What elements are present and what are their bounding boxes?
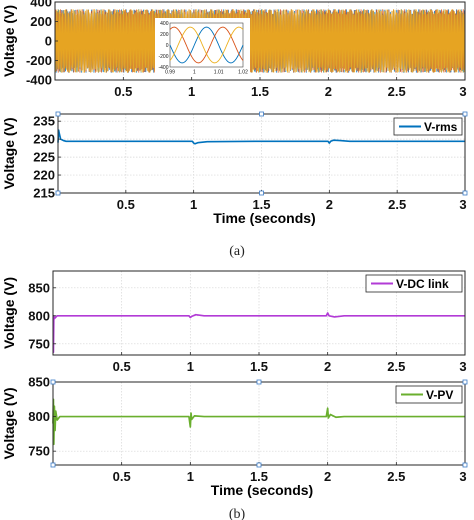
- y-tick-label: 235: [33, 114, 55, 129]
- x-tick-label: 0.5: [117, 197, 135, 212]
- selection-handle: [259, 111, 264, 117]
- inset-phase-line: [169, 26, 244, 64]
- x-tick-label: 0.5: [114, 84, 132, 99]
- x-tick-label: 3: [459, 359, 466, 374]
- selection-handle: [259, 190, 264, 196]
- y-tick-label: 215: [33, 186, 55, 201]
- caption-a: (a): [229, 244, 245, 259]
- pv-voltage-plot: 0.5 1 1.5 2 2.5 3 850 800 750 Voltage (V) Time (se…: [1, 375, 468, 498]
- dc-link-plot: 0.5 1 1.5 2 2.5 3 850 800 750 Voltage (V) V-DC lin…: [1, 270, 467, 374]
- y-tick-label: 850: [28, 375, 50, 390]
- x-tick-label: 3: [459, 84, 466, 99]
- y-tick-label: 400: [30, 0, 52, 10]
- selection-handle: [462, 111, 468, 117]
- inset-phase-line: [169, 26, 244, 64]
- y-tick-label: 230: [33, 132, 55, 147]
- inset-y-tick-label: 400: [160, 21, 169, 27]
- x-tick-label: 1.5: [251, 84, 269, 99]
- x-tick-label: 0.5: [113, 469, 131, 484]
- vrms-line: [57, 129, 465, 145]
- y-tick-label: 220: [33, 168, 55, 183]
- x-tick-label: 2.5: [388, 197, 406, 212]
- x-axis-label: Time (seconds): [213, 210, 315, 226]
- x-tick-label: 2: [325, 84, 332, 99]
- x-tick-label: 2.5: [387, 359, 405, 374]
- phase-voltage-line: [54, 9, 466, 73]
- selection-handle: [256, 379, 262, 385]
- selection-handle: [462, 379, 468, 385]
- x-tick-label: 2: [326, 197, 333, 212]
- selection-handle: [55, 190, 61, 196]
- inset-x-tick-label: 1: [193, 70, 196, 76]
- inset-y-tick-label: -400: [158, 65, 168, 71]
- x-tick-label: 3: [459, 197, 466, 212]
- x-tick-label: 0.5: [113, 359, 131, 374]
- y-tick-label: 800: [28, 308, 50, 323]
- y-tick-label: 750: [28, 444, 50, 459]
- y-tick-label: -400: [26, 73, 52, 88]
- y-tick-label: 850: [28, 280, 50, 295]
- y-axis-label: Voltage (V): [1, 5, 17, 77]
- x-axis-label: Time (seconds): [211, 482, 313, 498]
- inset-x-tick-label: 1.01: [214, 70, 224, 76]
- y-tick-label: 200: [30, 14, 52, 29]
- selection-handle: [462, 462, 468, 468]
- x-tick-label: 1.5: [252, 197, 270, 212]
- inset-y-tick-label: 0: [166, 43, 169, 49]
- y-axis-label: Voltage (V): [1, 277, 17, 349]
- x-tick-label: 1.5: [250, 469, 268, 484]
- inset-y-tick-label: 200: [160, 32, 169, 38]
- y-axis-label: Voltage (V): [1, 117, 17, 189]
- inset-x-tick-label: 0.99: [165, 70, 175, 76]
- y-axis-label: Voltage (V): [1, 387, 17, 459]
- y-tick-label: 800: [28, 409, 50, 424]
- selection-handle: [256, 462, 262, 468]
- y-tick-label: 750: [28, 336, 50, 351]
- dc-link-line: [52, 312, 465, 354]
- caption-b: (b): [229, 507, 246, 520]
- legend-box: [365, 274, 463, 293]
- vrms-plot: 0.5 1 1.5 2 2.5 3 235 230 225 220 215 Voltage (V) Ti…: [1, 111, 468, 226]
- legend-label: V-rms: [424, 120, 458, 134]
- inset-y-tick-label: -200: [158, 54, 168, 60]
- x-tick-label: 1: [190, 197, 197, 212]
- x-tick-label: 1: [187, 469, 194, 484]
- x-tick-label: 2.5: [388, 84, 406, 99]
- legend-box: [395, 385, 463, 404]
- x-tick-label: 3: [459, 469, 466, 484]
- legend-label: V-DC link: [396, 277, 449, 291]
- selection-handle: [50, 462, 56, 468]
- pv-voltage-line: [52, 398, 465, 446]
- selection-handle: [50, 379, 56, 385]
- y-tick-label: -200: [26, 53, 52, 68]
- inset-x-tick-label: 1.02: [238, 70, 248, 76]
- y-tick-label: 225: [33, 150, 55, 165]
- y-tick-label: 0: [45, 34, 52, 49]
- three-phase-voltage-plot: 0.5 1 1.5 2 2.5 3 400 200 0 -200 -400 Voltage (V) 0.…: [1, 0, 467, 99]
- legend-label: V-PV: [426, 388, 453, 402]
- legend-box: [393, 117, 463, 136]
- x-tick-label: 1: [187, 359, 194, 374]
- selection-handle: [55, 111, 61, 117]
- x-tick-label: 2.5: [387, 469, 405, 484]
- x-tick-label: 1.5: [250, 359, 268, 374]
- selection-handle: [462, 190, 468, 196]
- inset-frame: [169, 22, 244, 68]
- x-tick-label: 2: [324, 359, 331, 374]
- x-tick-label: 1: [188, 84, 195, 99]
- x-tick-label: 2: [324, 469, 331, 484]
